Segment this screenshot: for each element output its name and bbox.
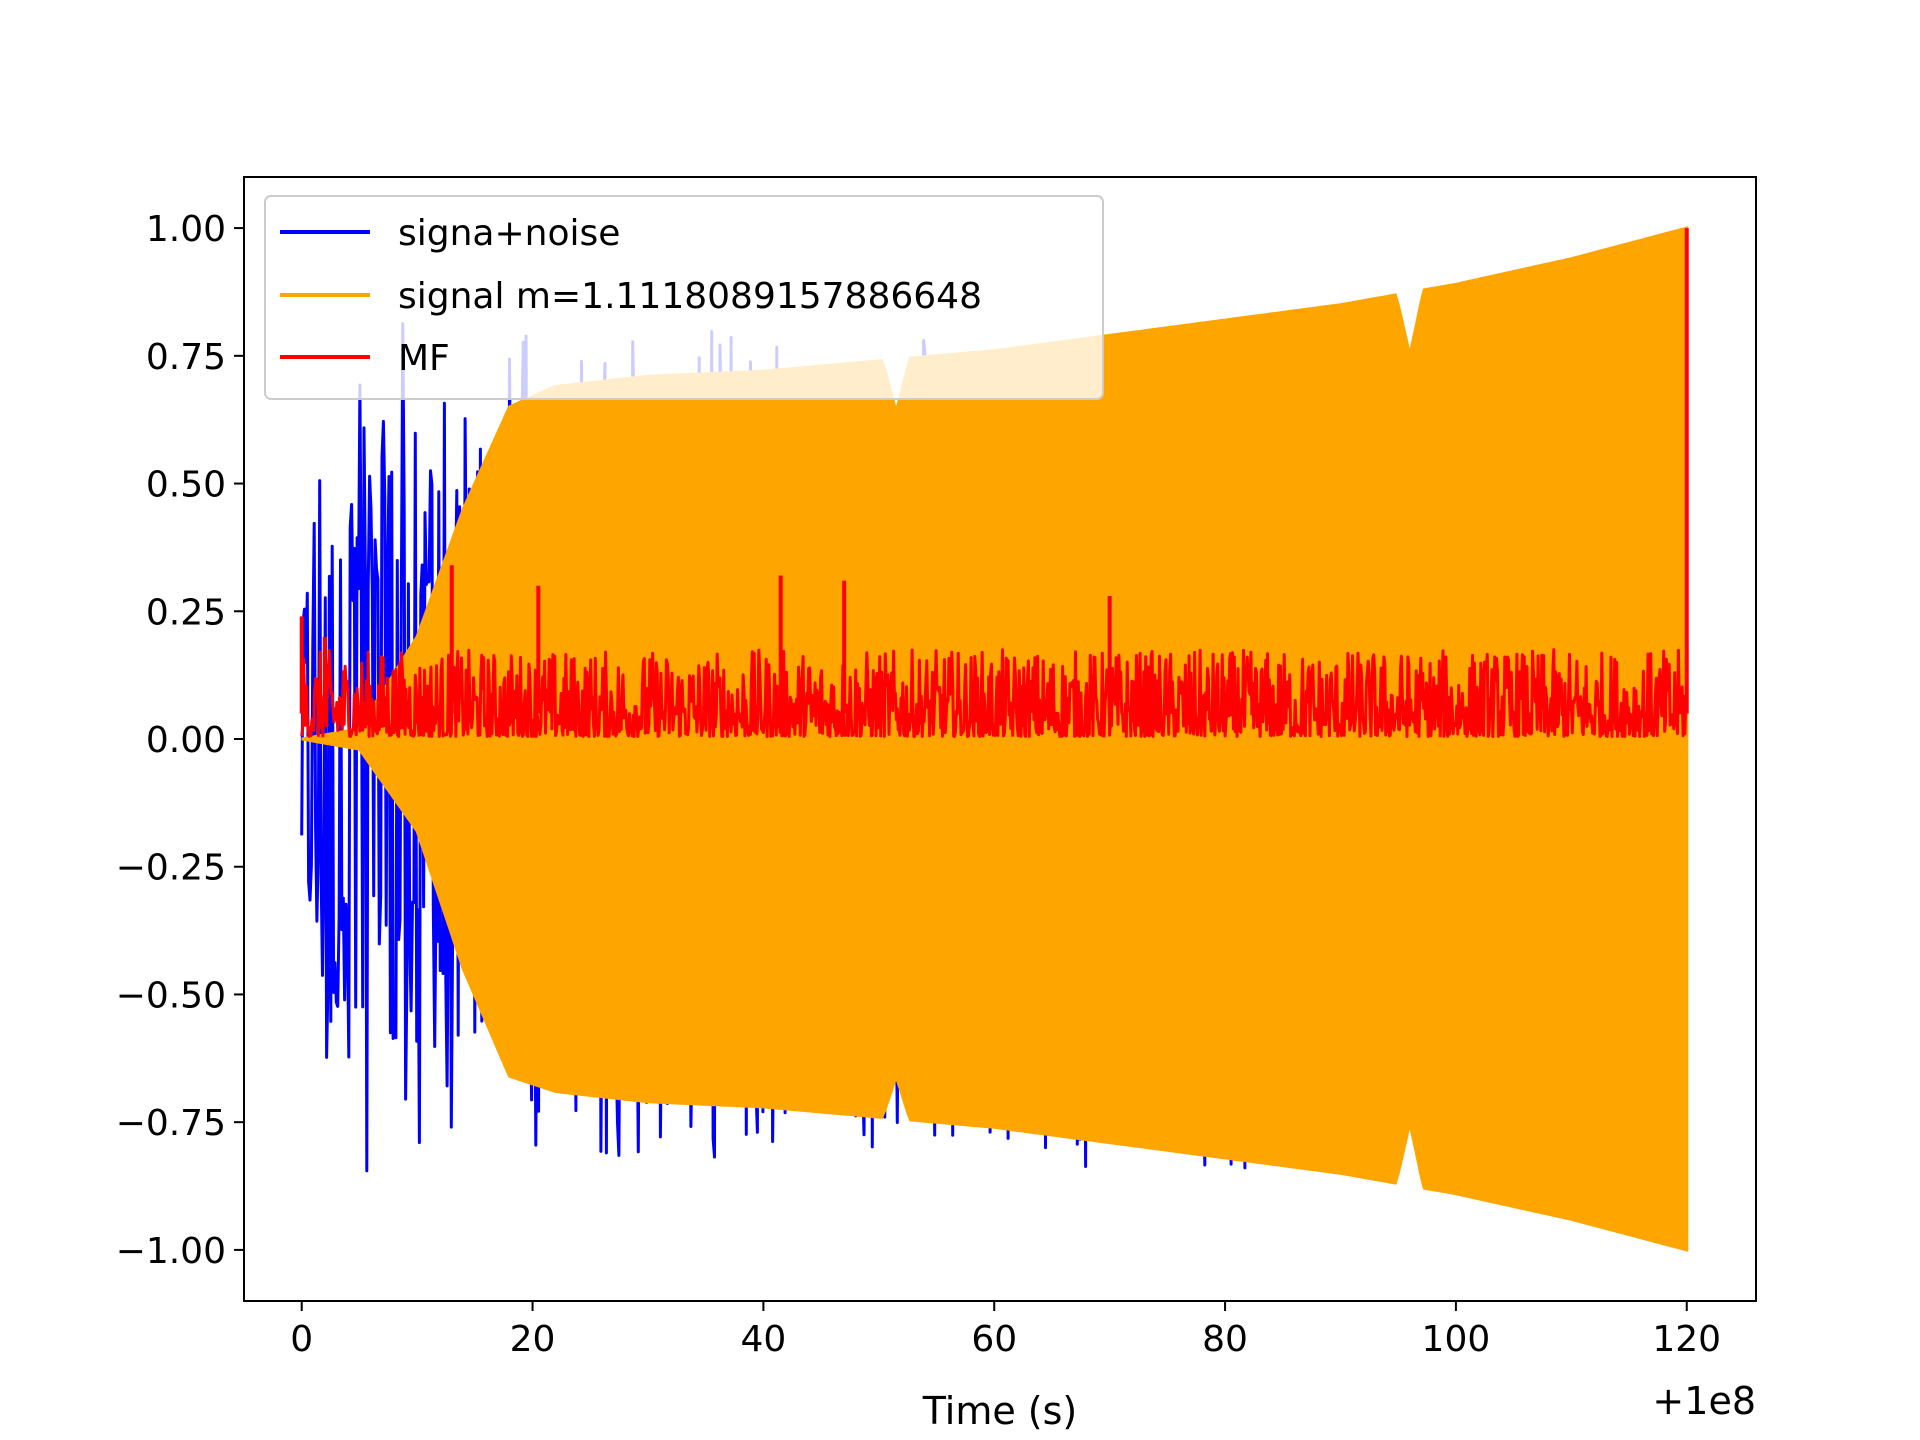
- legend-label-signal: signal m=1.1118089157886648: [398, 276, 982, 317]
- y-tick-label: 1.00: [146, 209, 226, 250]
- y-tick-label: 0.75: [146, 337, 226, 378]
- legend-box: [264, 195, 1104, 400]
- x-axis: 0 20 40 60 80 100 120: [290, 1301, 1721, 1360]
- x-tick-label: 20: [510, 1319, 556, 1360]
- x-tick-label: 80: [1202, 1319, 1248, 1360]
- y-tick-label: −0.75: [116, 1103, 226, 1144]
- y-tick-label: 0.25: [146, 592, 226, 633]
- legend: signa+noise signal m=1.1118089157886648 …: [264, 195, 1104, 400]
- y-tick-label: −0.25: [116, 848, 226, 889]
- x-tick-label: 120: [1652, 1319, 1721, 1360]
- x-tick-label: 40: [740, 1319, 786, 1360]
- y-tick-label: 0.50: [146, 465, 226, 506]
- x-tick-label: 0: [290, 1319, 313, 1360]
- x-axis-label: Time (s): [922, 1389, 1078, 1433]
- series-mf: [299, 228, 1689, 738]
- legend-label-mf: MF: [398, 338, 450, 379]
- mf-line: [300, 648, 1689, 738]
- y-tick-label: −1.00: [116, 1231, 226, 1272]
- plot-area: [299, 226, 1689, 1252]
- x-tick-label: 100: [1422, 1319, 1491, 1360]
- x-tick-label: 60: [971, 1319, 1017, 1360]
- legend-label-signa-noise: signa+noise: [398, 213, 620, 254]
- x-offset-label: +1e8: [1652, 1379, 1756, 1423]
- y-tick-label: −0.50: [116, 975, 226, 1016]
- y-tick-label: 0.00: [146, 720, 226, 761]
- y-axis: −1.00 −0.75 −0.50 −0.25 0.00 0.25 0.50 0.75 1.00: [116, 209, 244, 1272]
